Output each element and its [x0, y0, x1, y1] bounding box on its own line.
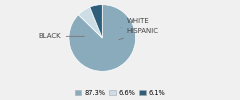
Legend: 87.3%, 6.6%, 6.1%: 87.3%, 6.6%, 6.1%: [74, 89, 166, 97]
Text: BLACK: BLACK: [38, 33, 84, 39]
Wedge shape: [90, 5, 102, 38]
Wedge shape: [78, 7, 102, 38]
Wedge shape: [69, 5, 136, 71]
Text: HISPANIC: HISPANIC: [119, 28, 158, 40]
Text: WHITE: WHITE: [121, 18, 149, 28]
